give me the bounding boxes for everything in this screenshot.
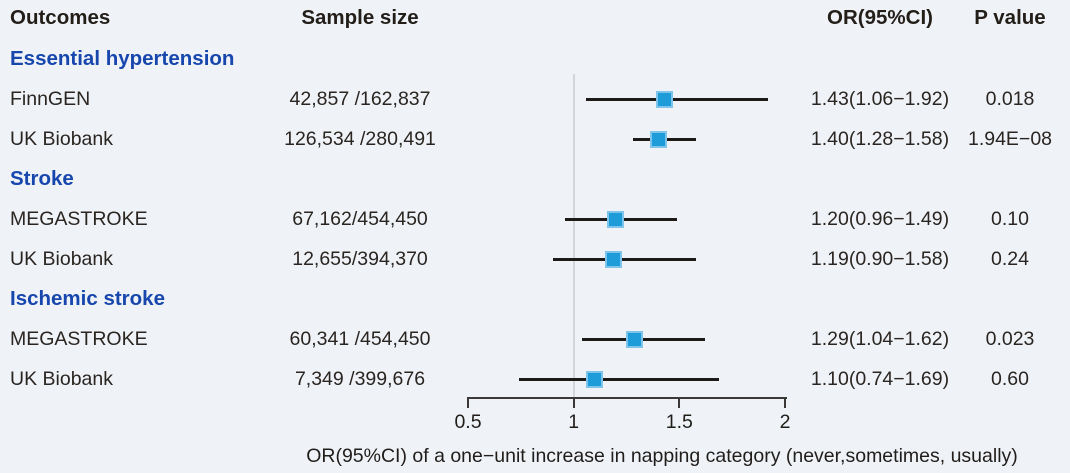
or-marker: [586, 370, 604, 388]
p-value: 0.10: [991, 208, 1029, 230]
or-ci-value: 1.10(0.74−1.69): [810, 368, 950, 390]
x-axis-tick-label: 1.5: [665, 411, 693, 433]
x-axis-line: [468, 397, 787, 399]
study-label: MEGASTROKE: [10, 208, 148, 230]
x-axis-label: OR(95%CI) of a one−unit increase in napp…: [306, 445, 1018, 467]
x-axis-tick-label: 1: [568, 411, 580, 433]
or-marker: [626, 330, 644, 348]
ci-line: [518, 377, 720, 381]
sample-size-value: 12,655/394,370: [292, 248, 428, 270]
or-marker: [649, 130, 667, 148]
reference-line-or-1: [572, 74, 575, 398]
sample-size-value: 7,349 /399,676: [294, 368, 426, 390]
col-header-outcomes: Outcomes: [10, 6, 111, 29]
sample-size-value: 60,341 /454,450: [289, 328, 431, 350]
or-marker: [605, 250, 623, 268]
group-header: Essential hypertension: [10, 47, 235, 70]
sample-size-value: 67,162/454,450: [292, 208, 428, 230]
ci-line: [586, 97, 769, 101]
study-label: UK Biobank: [10, 248, 113, 270]
study-label: UK Biobank: [10, 368, 113, 390]
or-ci-value: 1.29(1.04−1.62): [810, 328, 950, 350]
or-marker: [607, 210, 625, 228]
x-axis-tick: [467, 397, 469, 408]
p-value: 0.023: [985, 328, 1035, 350]
x-axis-tick: [784, 397, 786, 408]
study-label: FinnGEN: [10, 88, 91, 110]
p-value: 1.94E−08: [967, 128, 1053, 150]
study-label: UK Biobank: [10, 128, 113, 150]
p-value: 0.018: [985, 88, 1035, 110]
or-ci-value: 1.40(1.28−1.58): [810, 128, 950, 150]
or-marker: [656, 90, 674, 108]
x-axis-tick-label: 0.5: [454, 411, 482, 433]
study-label: MEGASTROKE: [10, 328, 148, 350]
x-axis-tick: [572, 397, 575, 408]
p-value: 0.60: [991, 368, 1029, 390]
ci-line: [552, 257, 697, 261]
or-ci-value: 1.19(0.90−1.58): [810, 248, 950, 270]
col-header-sample-size: Sample size: [301, 6, 419, 29]
or-ci-value: 1.20(0.96−1.49): [810, 208, 950, 230]
sample-size-value: 42,857 /162,837: [289, 88, 431, 110]
col-header-p-value: P value: [974, 6, 1046, 29]
col-header-or-ci: OR(95%CI): [827, 6, 933, 29]
or-ci-value: 1.43(1.06−1.92): [810, 88, 950, 110]
x-axis-tick: [678, 397, 681, 408]
sample-size-value: 126,534 /280,491: [284, 128, 436, 150]
x-axis-tick-label: 2: [779, 411, 791, 433]
p-value: 0.24: [991, 248, 1029, 270]
group-header: Stroke: [10, 167, 74, 190]
group-header: Ischemic stroke: [10, 287, 165, 310]
